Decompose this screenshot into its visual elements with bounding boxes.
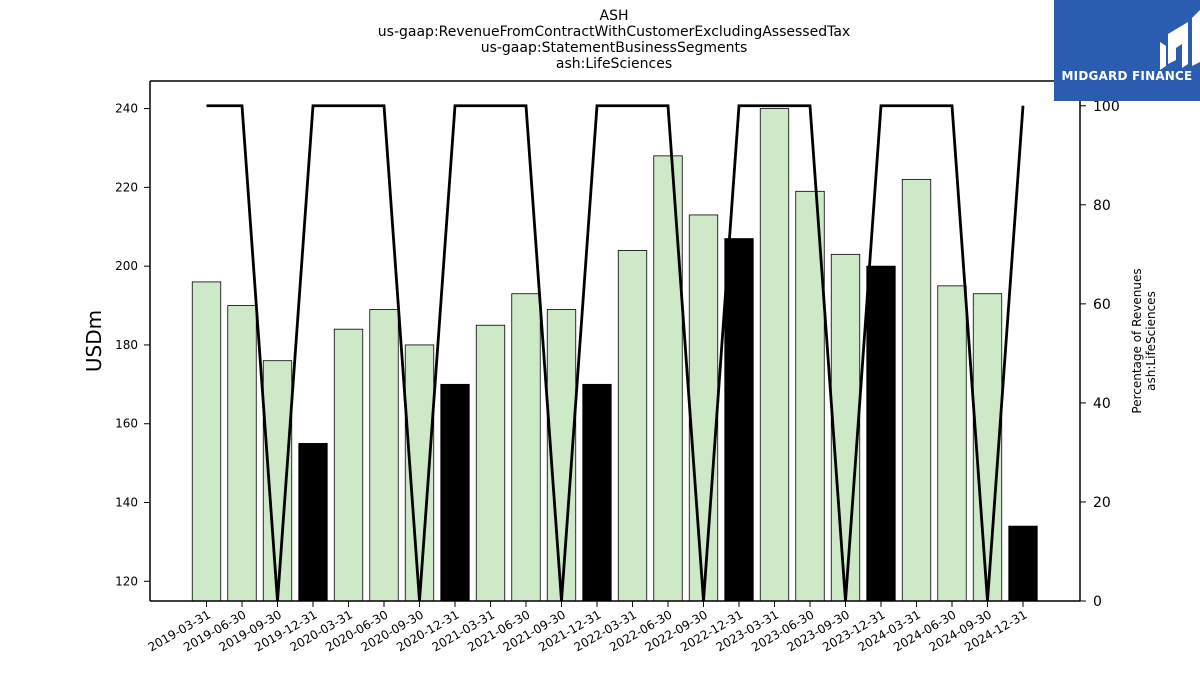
bar-series <box>191 108 1038 602</box>
y-tick-label: 240 <box>115 102 138 116</box>
x-axis-ticks: 2019-03-312019-06-302019-09-302019-12-31… <box>146 601 1030 654</box>
bar <box>901 179 932 602</box>
right-y-axis-label-line: Percentage of Revenues <box>1130 268 1144 413</box>
left-y-axis-ticks: 120 140 160 180 200 220 240 <box>115 102 150 588</box>
bar <box>191 281 222 602</box>
right-y-axis-label: Percentage of Revenues ash:LifeSciences <box>1130 268 1158 413</box>
y-right-tick-label: 60 <box>1093 297 1111 313</box>
chart-title-line: us-gaap:StatementBusinessSegments <box>481 40 748 56</box>
bar <box>511 293 541 602</box>
bar <box>653 155 683 602</box>
bar <box>830 253 861 602</box>
logo-mark-icon <box>1160 10 1200 70</box>
chart-title-line: us-gaap:RevenueFromContractWithCustomerE… <box>378 24 850 40</box>
y-right-tick-label: 40 <box>1093 396 1111 412</box>
bar <box>688 214 719 602</box>
bar <box>298 443 328 602</box>
right-y-axis-ticks: 0 20 40 60 80 100 <box>1080 99 1120 610</box>
bar <box>724 238 754 602</box>
y-tick-label: 180 <box>115 338 138 352</box>
y-tick-label: 160 <box>115 417 138 431</box>
y-tick-label: 220 <box>115 180 138 194</box>
y-tick-label: 120 <box>115 574 138 588</box>
bar <box>227 305 257 602</box>
bar <box>369 309 399 602</box>
y-right-tick-label: 0 <box>1093 594 1102 610</box>
bar <box>795 190 825 602</box>
y-axis-label: USDm <box>82 310 106 372</box>
right-y-axis-label-line: ash:LifeSciences <box>1144 291 1158 391</box>
chart-axes <box>149 80 1081 602</box>
bar <box>617 249 648 602</box>
y-tick-label: 200 <box>115 259 138 273</box>
bar <box>866 265 896 602</box>
bar <box>1008 525 1038 602</box>
percentage-line-series <box>206 104 1025 602</box>
y-right-tick-label: 100 <box>1093 99 1120 115</box>
bar <box>440 383 470 602</box>
chart-title-line: ASH <box>600 8 629 24</box>
bar <box>937 285 967 602</box>
chart-title-line: ash:LifeSciences <box>556 56 672 72</box>
y-tick-label: 140 <box>115 496 138 510</box>
bar <box>582 383 612 602</box>
bar <box>759 108 790 602</box>
bar <box>475 324 506 602</box>
logo-text: MIDGARD FINANCE <box>1061 69 1193 83</box>
midgard-finance-logo: MIDGARD FINANCE <box>1054 0 1200 101</box>
y-right-tick-label: 80 <box>1093 198 1111 214</box>
y-right-tick-label: 20 <box>1093 495 1111 511</box>
percentage-line <box>206 104 1025 602</box>
bar <box>333 328 364 602</box>
chart-title: ASHus-gaap:RevenueFromContractWithCustom… <box>378 8 850 72</box>
